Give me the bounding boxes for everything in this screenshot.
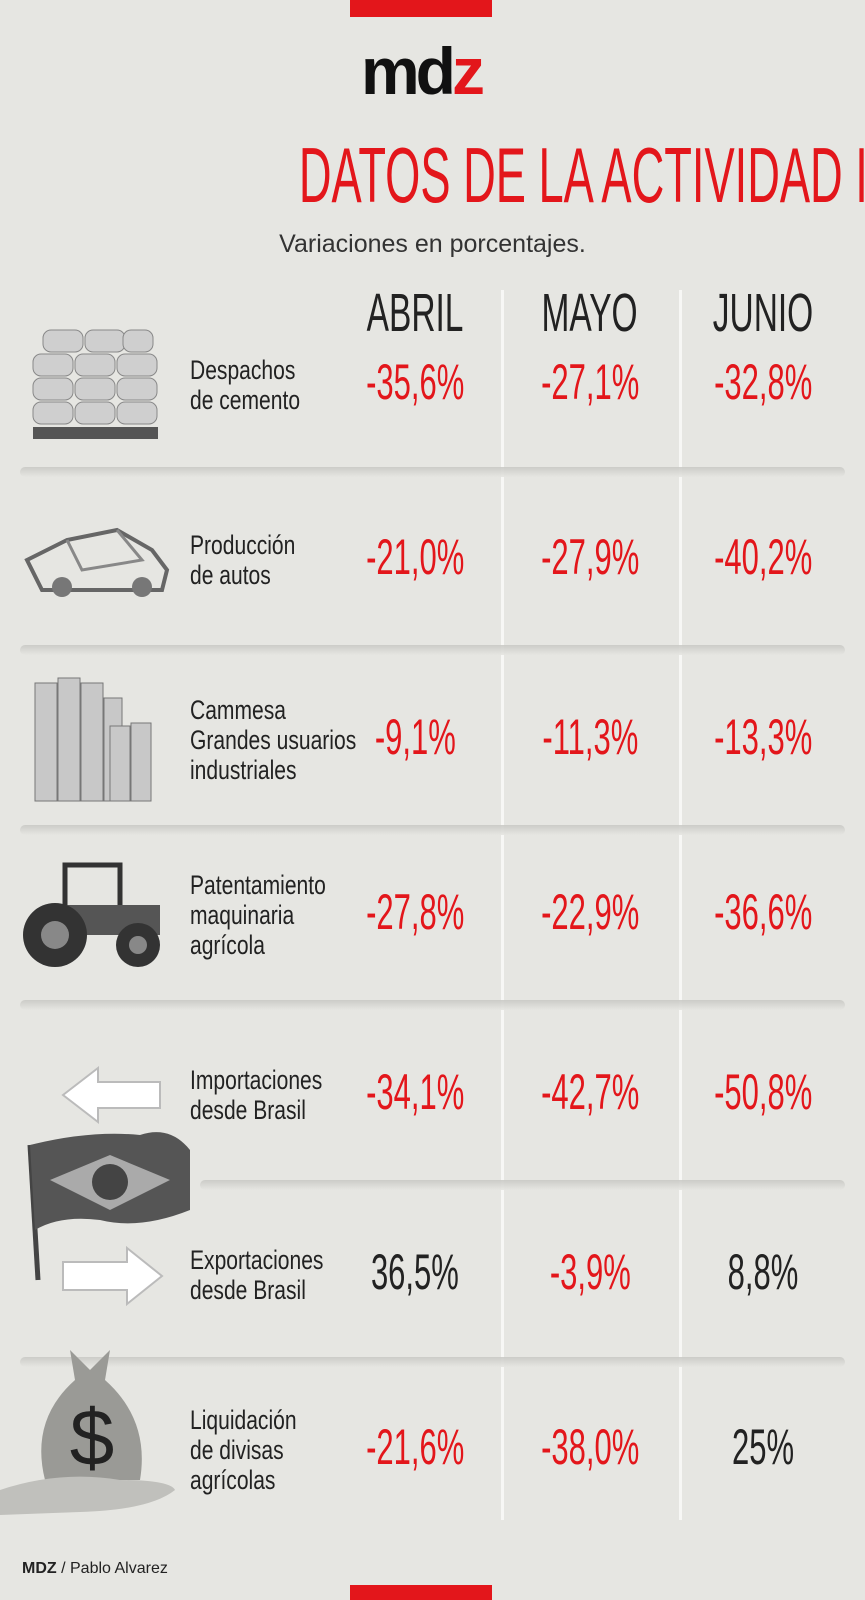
- row-label-line: desde Brasil: [190, 1095, 306, 1125]
- value-cell: -40,2%: [673, 528, 853, 586]
- svg-text:$: $: [70, 1393, 115, 1482]
- value-cell: 25%: [673, 1418, 853, 1476]
- row-label: Despachos de cemento: [190, 355, 300, 415]
- page-title: DATOS DE LA ACTIVIDAD INDUSTRIAL: [0, 135, 865, 215]
- column-header-text: ABRIL: [366, 283, 464, 343]
- value-cell: -21,0%: [325, 528, 505, 586]
- row-label: Patentamiento maquinaria agrícola: [190, 870, 326, 960]
- row-label-line: maquinaria: [190, 900, 295, 930]
- value-cell: -22,9%: [500, 883, 680, 941]
- row-label: Liquidación de divisas agrícolas: [190, 1405, 297, 1495]
- row-separator: [20, 825, 845, 835]
- row-label-line: Importaciones: [190, 1065, 323, 1095]
- row-label-line: Producción: [190, 530, 296, 560]
- title-text: DATOS DE LA ACTIVIDAD INDUSTRIAL: [298, 131, 865, 219]
- column-divider: [501, 290, 504, 1520]
- row-label-line: industriales: [190, 755, 297, 785]
- bottom-accent-bar: [350, 1585, 492, 1600]
- money-bag-icon: $: [0, 1350, 175, 1515]
- car-chassis-icon: [24, 527, 170, 597]
- arrow-right-icon: [62, 1245, 164, 1307]
- value-text: -32,8%: [713, 354, 813, 410]
- value-text: -34,1%: [365, 1064, 465, 1120]
- column-header-junio: JUNIO: [673, 282, 853, 344]
- row-separator: [20, 645, 845, 655]
- value-text: -3,9%: [549, 1244, 631, 1300]
- value-text: -21,0%: [365, 529, 465, 585]
- column-header-mayo: MAYO: [500, 282, 680, 344]
- value-cell: -3,9%: [500, 1243, 680, 1301]
- credit-author: / Pablo Alvarez: [61, 1560, 168, 1577]
- row-label: Exportaciones desde Brasil: [190, 1245, 323, 1305]
- row-label-line: Exportaciones: [190, 1245, 324, 1275]
- row-separator: [20, 467, 845, 477]
- row-label: Producción de autos: [190, 530, 295, 590]
- value-cell: -9,1%: [325, 708, 505, 766]
- row-label-line: Grandes usuarios: [190, 725, 357, 755]
- cement-bags-icon: [32, 329, 158, 439]
- tractor-icon: [23, 862, 160, 967]
- value-text: -27,1%: [540, 354, 640, 410]
- value-text: -27,9%: [540, 529, 640, 585]
- column-header-text: JUNIO: [712, 283, 814, 343]
- row-label-line: Cammesa: [190, 695, 286, 725]
- silos-icon: [34, 677, 152, 802]
- value-cell: -11,3%: [500, 708, 680, 766]
- value-cell: -36,6%: [673, 883, 853, 941]
- value-text: -35,6%: [365, 354, 465, 410]
- value-cell: -38,0%: [500, 1418, 680, 1476]
- value-cell: -21,6%: [325, 1418, 505, 1476]
- brazil-flag-icon: [27, 1132, 190, 1281]
- top-accent-bar: [350, 0, 492, 17]
- value-cell: 8,8%: [673, 1243, 853, 1301]
- row-label-line: de autos: [190, 560, 271, 590]
- value-text: -13,3%: [713, 709, 813, 765]
- credit-brand: MDZ: [22, 1560, 57, 1577]
- value-text: -38,0%: [540, 1419, 640, 1475]
- value-text: 36,5%: [371, 1244, 459, 1300]
- value-cell: -34,1%: [325, 1063, 505, 1121]
- value-text: -9,1%: [374, 709, 456, 765]
- value-cell: -50,8%: [673, 1063, 853, 1121]
- row-label: Importaciones desde Brasil: [190, 1065, 322, 1125]
- value-cell: -32,8%: [673, 353, 853, 411]
- mdz-logo: mdz: [361, 34, 485, 108]
- value-text: -11,3%: [542, 709, 638, 765]
- row-separator: [200, 1180, 845, 1190]
- value-text: -42,7%: [540, 1064, 640, 1120]
- value-text: -50,8%: [713, 1064, 813, 1120]
- credit: MDZ / Pablo Alvarez: [22, 1560, 168, 1578]
- row-label-line: Patentamiento: [190, 870, 326, 900]
- row-label-line: desde Brasil: [190, 1275, 306, 1305]
- row-separator: [20, 1000, 845, 1010]
- row-label-line: Despachos: [190, 355, 296, 385]
- arrow-left-icon: [61, 1065, 161, 1125]
- row-label-line: de divisas: [190, 1435, 284, 1465]
- column-header-abril: ABRIL: [325, 282, 505, 344]
- row-separator: [20, 1357, 845, 1367]
- column-header-text: MAYO: [541, 283, 639, 343]
- value-text: 25%: [731, 1419, 795, 1475]
- value-cell: -27,8%: [325, 883, 505, 941]
- column-divider: [679, 290, 682, 1520]
- value-cell: -27,1%: [500, 353, 680, 411]
- value-text: -21,6%: [365, 1419, 465, 1475]
- value-cell: -42,7%: [500, 1063, 680, 1121]
- row-label-line: agrícolas: [190, 1465, 276, 1495]
- value-cell: -27,9%: [500, 528, 680, 586]
- row-label: Cammesa Grandes usuarios industriales: [190, 695, 356, 785]
- value-text: -36,6%: [713, 884, 813, 940]
- subtitle: Variaciones en porcentajes.: [279, 230, 586, 258]
- row-label-line: de cemento: [190, 385, 301, 415]
- value-text: -40,2%: [713, 529, 813, 585]
- row-label-line: agrícola: [190, 930, 265, 960]
- value-cell: -13,3%: [673, 708, 853, 766]
- value-text: -27,8%: [365, 884, 465, 940]
- value-cell: -35,6%: [325, 353, 505, 411]
- value-cell: 36,5%: [325, 1243, 505, 1301]
- value-text: -22,9%: [540, 884, 640, 940]
- value-text: 8,8%: [727, 1244, 799, 1300]
- row-label-line: Liquidación: [190, 1405, 297, 1435]
